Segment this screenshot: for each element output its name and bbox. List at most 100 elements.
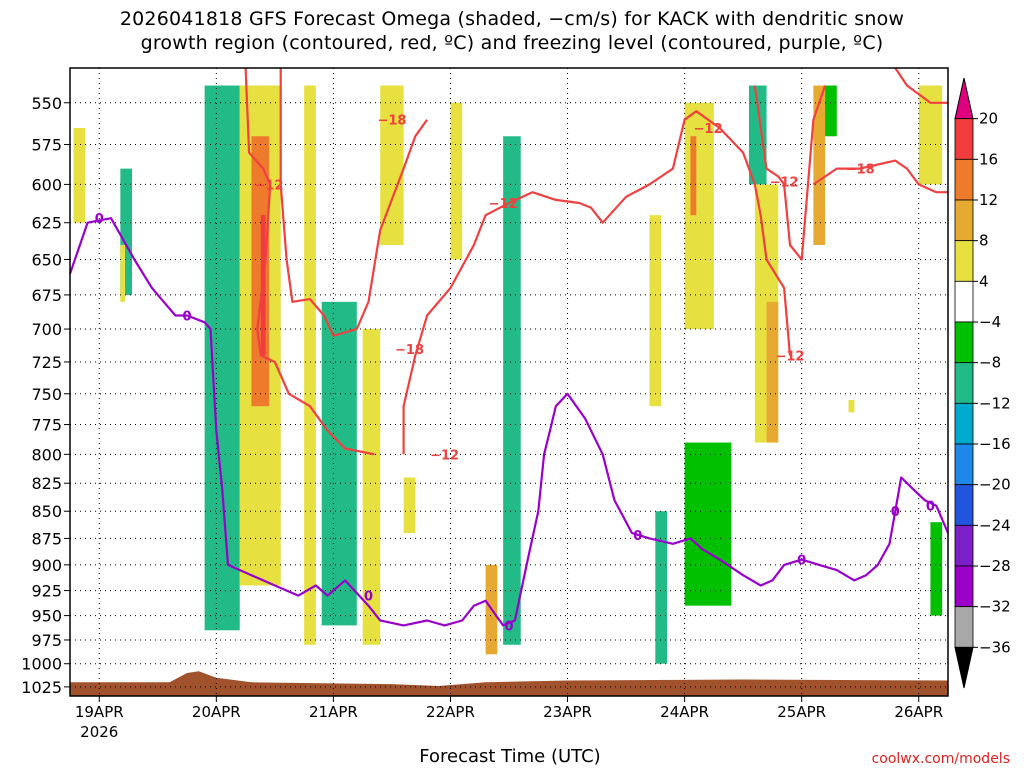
time-axis: 19APR 20APR 21APR 22APR 23APR 24APR 25APR 26APR… bbox=[75, 696, 943, 741]
y-tick-label-900: 900 bbox=[31, 556, 62, 575]
y-tick-label-1000: 1000 bbox=[21, 655, 62, 674]
purple-contour-label-4: 0 bbox=[633, 529, 642, 544]
purple-contour-label-1: 0 bbox=[183, 310, 192, 325]
omega-shaded-region-11 bbox=[403, 477, 416, 534]
plot-frame bbox=[69, 67, 949, 697]
colorbar-swatch-12 bbox=[954, 565, 974, 608]
red-contour-label-0: −12 bbox=[255, 178, 284, 193]
colorbar-swatch-11 bbox=[954, 524, 974, 567]
credit-text: coolwx.com/models bbox=[872, 751, 1010, 767]
y-tick-label-675: 675 bbox=[31, 286, 62, 305]
y-tick-label-875: 875 bbox=[31, 529, 62, 548]
purple-contour-label-3: 0 bbox=[504, 619, 513, 634]
colorbar-swatch-7 bbox=[954, 362, 974, 404]
omega-shaded-region-3 bbox=[204, 85, 240, 631]
red-contour-label-8: −12 bbox=[430, 448, 459, 463]
contour-line-0-2 bbox=[402, 110, 792, 455]
x-tick-label-23apr: 23APR bbox=[543, 703, 592, 721]
colorbar-label-2: 12 bbox=[979, 191, 998, 209]
omega-shaded-region-22 bbox=[766, 301, 779, 443]
omega-shaded-region-15 bbox=[649, 215, 662, 407]
y-tick-label-700: 700 bbox=[31, 320, 62, 339]
colorbar-label-9: −20 bbox=[979, 476, 1011, 494]
pressure-axis: 550 575 600 625 650 675 700 725 750 775 800 825 850 8… bbox=[21, 94, 70, 697]
x-tick-label-24apr: 24APR bbox=[660, 703, 709, 721]
red-contour-label-7: −12 bbox=[775, 349, 804, 364]
x-tick-label-19apr: 19APR bbox=[75, 703, 124, 721]
x-tick-label-21apr: 21APR bbox=[309, 703, 358, 721]
x-tick-label-22apr: 22APR bbox=[426, 703, 475, 721]
colorbar-label-3: 8 bbox=[979, 232, 989, 250]
y-tick-label-800: 800 bbox=[31, 445, 62, 464]
contour-line-1-0 bbox=[68, 217, 950, 627]
omega-shaded-region-23 bbox=[813, 85, 826, 245]
y-tick-label-925: 925 bbox=[31, 582, 62, 601]
omega-shaded-region-10 bbox=[380, 85, 404, 245]
chart-title-line-2: growth region (contoured, red, ºC) and f… bbox=[140, 32, 884, 54]
colorbar-label-13: −36 bbox=[979, 638, 1011, 656]
colorbar-swatch-8 bbox=[954, 402, 974, 445]
y-tick-label-725: 725 bbox=[31, 353, 62, 372]
colorbar-swatch-6 bbox=[954, 321, 974, 364]
colorbar-swatch-2 bbox=[954, 158, 974, 201]
omega-shaded-region-19 bbox=[684, 442, 732, 606]
red-contour-label-4: −12 bbox=[694, 122, 723, 137]
y-tick-label-550: 550 bbox=[31, 94, 62, 113]
colorbar-label-11: −28 bbox=[979, 557, 1011, 575]
colorbar-label-6: −8 bbox=[979, 354, 1001, 372]
y-tick-label-825: 825 bbox=[31, 474, 62, 493]
y-tick-label-850: 850 bbox=[31, 502, 62, 521]
purple-contour-label-2: 0 bbox=[364, 590, 373, 605]
omega-shaded-region-18 bbox=[690, 136, 697, 216]
x-tick-label-25apr: 25APR bbox=[777, 703, 826, 721]
colorbar-label-1: 16 bbox=[979, 150, 998, 168]
y-tick-label-950: 950 bbox=[31, 607, 62, 626]
colorbar-legend: 20 16 12 8 4 −4 −8 −12 −16 −20 −24 −28 −32 −36 bbox=[954, 77, 1011, 689]
x-tick-label-20apr: 20APR bbox=[192, 703, 241, 721]
surface-terrain bbox=[70, 671, 948, 696]
colorbar-top-triangle bbox=[954, 77, 974, 120]
contour-line-0-4 bbox=[812, 159, 948, 194]
red-contour-label-2: −18 bbox=[395, 343, 424, 358]
y-tick-label-600: 600 bbox=[31, 175, 62, 194]
colorbar-swatch-3 bbox=[954, 199, 974, 242]
colorbar-swatch-13 bbox=[954, 606, 974, 648]
y-tick-label-1025: 1025 bbox=[21, 678, 62, 697]
purple-contour-label-5: 0 bbox=[797, 554, 806, 569]
omega-shaded-region-9 bbox=[362, 329, 381, 645]
purple-contour-label-7: 0 bbox=[926, 500, 935, 515]
y-tick-label-625: 625 bbox=[31, 214, 62, 233]
y-tick-label-975: 975 bbox=[31, 631, 62, 650]
red-contour-label-3: −12 bbox=[489, 197, 518, 212]
red-contour-label-5: −12 bbox=[770, 175, 799, 190]
omega-shaded-region-0 bbox=[73, 128, 86, 223]
colorbar-label-4: 4 bbox=[979, 272, 989, 290]
colorbar-swatch-5 bbox=[954, 280, 974, 323]
omega-shaded-region-27 bbox=[930, 522, 943, 616]
x-axis-label: Forecast Time (UTC) bbox=[419, 746, 600, 767]
colorbar-swatch-10 bbox=[954, 484, 974, 526]
omega-shaded-region-7 bbox=[304, 85, 316, 645]
colorbar-swatch-1 bbox=[954, 118, 974, 160]
y-tick-label-650: 650 bbox=[31, 251, 62, 270]
colorbar-label-5: −4 bbox=[979, 313, 1001, 331]
contour-line-0-3 bbox=[753, 85, 827, 261]
purple-contour-label-6: 0 bbox=[891, 505, 900, 520]
x-tick-label-26apr: 26APR bbox=[894, 703, 943, 721]
colorbar-label-7: −12 bbox=[979, 394, 1011, 412]
red-contour-label-6: −18 bbox=[846, 163, 875, 178]
omega-shaded-region-25 bbox=[848, 400, 855, 413]
contour-layer: −12 −18 −18 −12 −12 −12 −18 −12 −12 0 0 0 0 0 0 0 0 bbox=[68, 67, 950, 634]
y-tick-label-575: 575 bbox=[31, 135, 62, 154]
contour-line-0-1 bbox=[279, 68, 428, 337]
omega-shaded-region-17 bbox=[684, 102, 714, 330]
omega-shaded-region-14 bbox=[503, 136, 521, 645]
omega-shaded-region-12 bbox=[450, 102, 463, 260]
omega-shaded-region-20 bbox=[748, 85, 767, 185]
chart-title-line-1: 2026041818 GFS Forecast Omega (shaded, −… bbox=[119, 8, 905, 30]
omega-shaded-region-26 bbox=[918, 85, 943, 185]
contour-line-0-0 bbox=[244, 67, 375, 456]
colorbar-label-10: −24 bbox=[979, 516, 1011, 534]
terrain-fill bbox=[70, 671, 948, 696]
purple-contour-label-0: 0 bbox=[95, 212, 104, 227]
